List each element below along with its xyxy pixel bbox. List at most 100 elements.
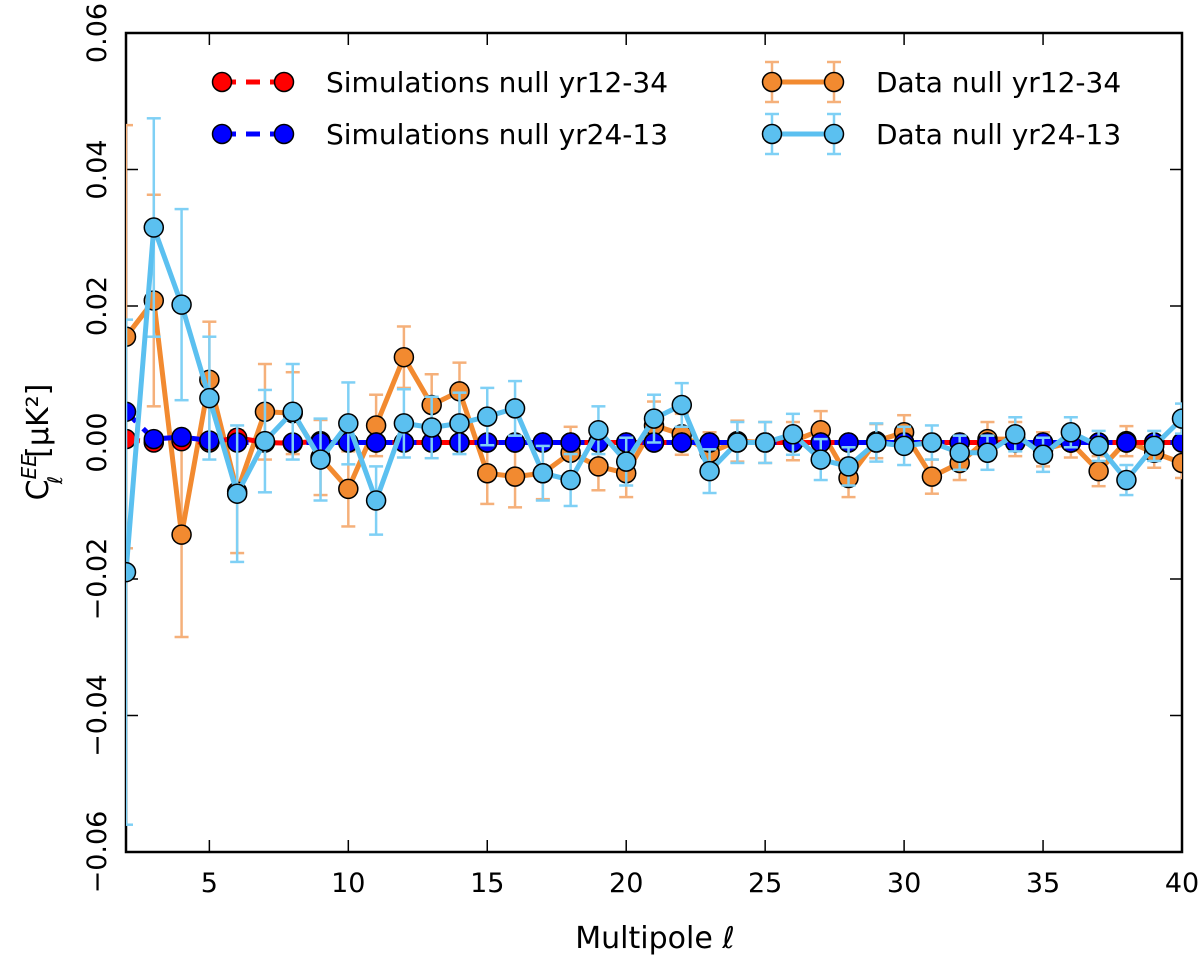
data-point [393,346,415,368]
data-point [671,432,693,453]
legend-entry: Data null yr24-13 [761,112,1121,156]
y-axis-label-main: C [21,479,56,500]
y-tick-label: 0.00 [82,412,113,472]
data-point [1116,432,1137,453]
x-tick-label: 15 [470,868,504,899]
data-point [588,456,609,477]
data-point [588,419,609,441]
y-axis-label: CEEℓ [μK²] [17,384,67,501]
data-point [671,394,693,416]
data-point [560,469,581,491]
data-point [365,432,387,453]
data-point [338,413,359,434]
x-axis-label: Multipole ℓ [575,921,734,956]
data-point [810,449,831,470]
data-point [615,451,637,472]
y-tick-label: −0.06 [82,811,113,894]
data-point [643,408,665,429]
legend-label: Simulations null yr24-13 [326,118,668,151]
legend-entry: Simulations null yr24-13 [211,118,668,151]
legend-entry: Simulations null yr12-34 [211,66,668,99]
data-point [171,524,192,545]
legend-label: Data null yr24-13 [876,118,1121,151]
data-point [449,413,470,434]
x-tick-labels: 5 10 15 20 25 30 35 40 [201,868,1199,899]
data-point [1032,444,1054,466]
data-point [1060,422,1082,443]
data-point [171,294,192,315]
legend-label: Data null yr12-34 [876,66,1121,99]
y-tick-label: 0.06 [82,3,113,63]
legend-marker [823,123,845,145]
data-point [754,432,776,453]
data-point [1171,452,1182,474]
x-tick-label: 5 [201,868,218,899]
y-axis-label-sup: EE [17,454,41,480]
data-point [1088,435,1109,457]
x-tick-label: 20 [609,868,643,899]
data-point [977,442,998,463]
legend-marker [211,71,233,93]
y-tick-label: −0.04 [82,674,113,757]
x-tick-label: 25 [748,868,782,899]
y-axis-label-unit: [μK²] [21,384,56,458]
y-tick-label: 0.04 [82,139,113,199]
data-point [504,466,526,487]
legend-label: Simulations null yr12-34 [326,66,668,99]
y-tick-label: 0.02 [82,276,113,336]
data-point [560,432,581,453]
data-point [143,217,165,238]
data-point [532,462,554,484]
data-point [477,406,498,427]
series-3 [126,117,1182,826]
data-point [199,387,220,409]
data-point [866,432,887,453]
series-layer [126,117,1182,826]
data-point [126,401,137,423]
data-point [727,432,748,453]
legend-marker [761,71,783,93]
x-tick-label: 35 [1026,868,1060,899]
data-point [1171,432,1182,453]
legend-marker [273,123,295,145]
data-point [838,456,859,477]
legend-entry: Data null yr12-34 [761,60,1121,104]
y-axis-label-sub: ℓ [43,476,67,485]
data-point [254,430,276,452]
data-point [126,326,137,347]
data-point [699,460,720,482]
data-point [893,435,915,457]
y-tick-labels: −0.06 −0.04 −0.02 0.00 0.02 0.04 0.06 [82,3,113,893]
legend-marker [823,71,845,93]
data-point [310,449,331,470]
y-tick-label: −0.02 [82,538,113,621]
legend: Simulations null yr12-34 Simulations null… [211,60,1121,156]
data-point [365,415,387,436]
data-point [226,483,248,504]
legend-marker [761,123,783,145]
data-point [1116,469,1137,491]
svg-text:CEEℓ[μK²]: CEEℓ [μK²] [17,384,67,501]
data-point [1143,435,1165,457]
series-2 [126,123,1182,639]
data-point [1005,424,1026,445]
data-point [477,462,498,484]
data-point [1088,460,1109,482]
data-point [282,401,303,423]
data-point [504,398,526,419]
x-tick-label: 30 [887,868,921,899]
data-point [143,428,165,450]
legend-marker [211,123,233,145]
x-tick-label: 10 [331,868,365,899]
data-point [171,426,192,448]
data-point [126,561,137,583]
legend-marker [273,71,295,93]
data-point [1171,408,1182,429]
data-point [949,442,970,463]
data-point [365,490,387,511]
data-point [921,466,943,487]
data-point [338,478,359,500]
data-point [782,424,804,445]
data-point [921,432,943,453]
